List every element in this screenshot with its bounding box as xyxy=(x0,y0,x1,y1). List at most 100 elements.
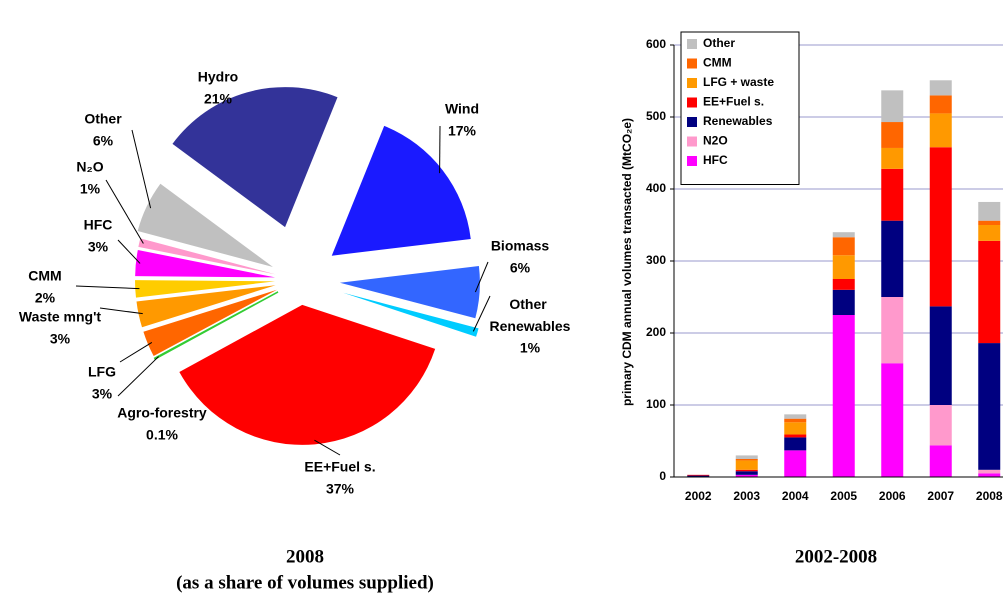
legend-swatch xyxy=(687,156,697,166)
bar-segment xyxy=(784,422,807,435)
slice-label: Biomass xyxy=(491,238,550,254)
slice-label: LFG xyxy=(88,364,116,380)
bar-segment xyxy=(832,255,855,279)
pie-slice xyxy=(136,285,276,328)
leader-line xyxy=(119,342,153,363)
legend-swatch xyxy=(687,78,697,88)
slice-value-label: 21% xyxy=(204,91,233,107)
bar-segment xyxy=(929,405,952,446)
x-tick-label: 2003 xyxy=(733,489,760,503)
bar-segment xyxy=(978,473,1001,477)
bar-segment xyxy=(832,279,855,290)
leader-line xyxy=(474,261,489,293)
bar-segment xyxy=(881,363,904,477)
slice-value-label: 0.1% xyxy=(146,427,178,443)
bar-segment xyxy=(929,445,952,477)
slice-value-label: 3% xyxy=(50,331,71,347)
bar-segment xyxy=(832,237,855,256)
bar-segment xyxy=(735,455,758,459)
leader-line xyxy=(314,439,341,456)
leader-line xyxy=(472,295,491,332)
x-tick-label: 2007 xyxy=(927,489,954,503)
pie-slice xyxy=(172,87,338,228)
leader-line xyxy=(131,129,152,209)
slice-value-label: 17% xyxy=(448,123,477,139)
legend-label: EE+Fuel s. xyxy=(703,95,764,109)
bar-segment xyxy=(687,475,710,477)
x-tick-label: 2005 xyxy=(830,489,857,503)
leader-line xyxy=(75,285,140,290)
bar-segment xyxy=(784,450,807,477)
pie-slice xyxy=(135,249,276,278)
slice-value-label: 3% xyxy=(92,386,113,402)
bar-segment xyxy=(881,147,904,169)
leader-line xyxy=(117,239,141,264)
legend-swatch xyxy=(687,117,697,127)
bar-segment xyxy=(832,289,855,315)
y-axis-label: primary CDM annual volumes transacted (M… xyxy=(620,118,634,406)
legend-label: LFG + waste xyxy=(703,75,774,89)
bar-segment xyxy=(881,297,904,364)
label-line: Renewables xyxy=(490,318,571,334)
y-tick-label: 600 xyxy=(646,37,666,51)
slice-label: N₂O xyxy=(76,159,103,175)
bar-segment xyxy=(687,474,710,476)
slice-value-label: 1% xyxy=(520,340,541,356)
y-tick-label: 500 xyxy=(646,109,666,123)
slice-value-label: 1% xyxy=(80,181,101,197)
leader-line xyxy=(117,356,159,397)
bar-segment xyxy=(881,168,904,221)
bar-segment xyxy=(784,418,807,423)
slice-label: Other xyxy=(84,111,122,127)
bar-segment xyxy=(978,201,1001,221)
legend-label: Other xyxy=(703,36,735,50)
slice-label: EE+Fuel s. xyxy=(304,459,375,475)
bar-segment xyxy=(978,220,1001,225)
legend-label: CMM xyxy=(703,56,732,70)
bar-segment xyxy=(881,90,904,123)
pie-slice xyxy=(135,280,276,298)
pie-slice xyxy=(138,238,276,275)
bar-segment xyxy=(784,414,807,419)
bar-segment xyxy=(735,469,758,472)
bar-segment xyxy=(735,460,758,470)
bar-segment xyxy=(929,113,952,148)
legend-swatch xyxy=(687,97,697,108)
bar-segment xyxy=(881,122,904,148)
bar-title: 2002-2008 xyxy=(795,546,877,567)
label-line: Other xyxy=(509,296,550,312)
bar-segment xyxy=(929,147,952,307)
slice-label: Hydro xyxy=(198,69,238,85)
pie-title: 2008 xyxy=(286,546,324,567)
legend-label: HFC xyxy=(703,153,728,167)
leader-line xyxy=(99,307,143,315)
pie-slice xyxy=(137,183,273,267)
x-tick-label: 2002 xyxy=(685,489,712,503)
pie-slice xyxy=(331,125,471,256)
legend-swatch xyxy=(687,136,697,147)
bar-segment xyxy=(978,343,1001,470)
pie-slice xyxy=(179,304,436,445)
x-tick-label: 2008 xyxy=(976,489,1003,503)
legend-label: Renewables xyxy=(703,114,773,128)
pie-slice xyxy=(339,266,480,319)
bar-segment xyxy=(978,240,1001,344)
bar-segment xyxy=(929,306,952,405)
slice-label: Waste mng't xyxy=(19,309,101,325)
legend-label: N2O xyxy=(703,134,728,148)
slice-label: Other Renewables xyxy=(490,296,571,334)
bar-segment xyxy=(978,469,1001,474)
bar-segment xyxy=(735,474,758,477)
bar-segment xyxy=(929,95,952,114)
bar-segment xyxy=(784,434,807,438)
bar-segment xyxy=(832,315,855,477)
pie-slice xyxy=(153,291,279,360)
slice-label: Agro-forestry xyxy=(117,405,207,421)
slice-value-label: 6% xyxy=(93,133,114,149)
y-tick-label: 400 xyxy=(646,181,666,195)
leader-line xyxy=(105,179,144,244)
slice-label: Wind xyxy=(445,101,479,117)
legend-swatch xyxy=(687,39,697,49)
slice-value-label: 37% xyxy=(326,481,355,497)
